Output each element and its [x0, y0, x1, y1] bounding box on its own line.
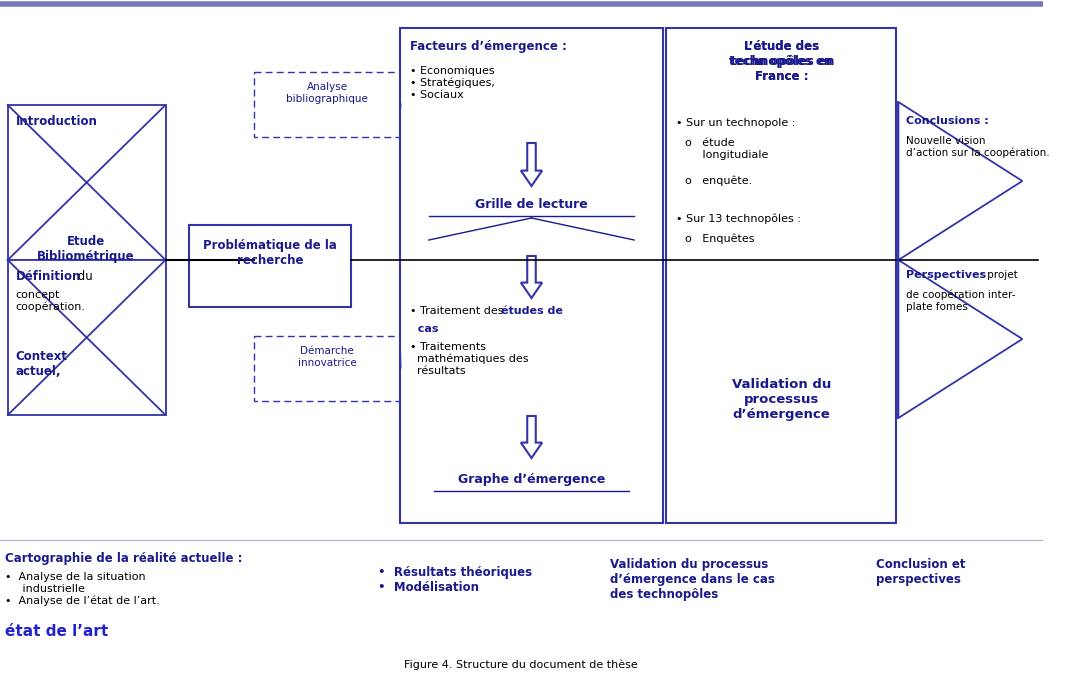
- Text: Conclusion et
perspectives: Conclusion et perspectives: [876, 558, 966, 586]
- Polygon shape: [898, 260, 1022, 418]
- Text: Etude
Bibliométrique: Etude Bibliométrique: [38, 235, 135, 263]
- Text: Grille de lecture: Grille de lecture: [475, 198, 588, 211]
- Text: Analyse
bibliographique: Analyse bibliographique: [286, 82, 368, 104]
- Text: Perspectives: Perspectives: [906, 270, 987, 280]
- Text: o   Enquêtes: o Enquêtes: [685, 233, 755, 243]
- Text: o   étude
     longitudiale: o étude longitudiale: [685, 138, 769, 159]
- Text: Définition: Définition: [15, 270, 81, 283]
- Text: Graphe d’émergence: Graphe d’émergence: [458, 473, 605, 486]
- Text: Problématique de la
recherche: Problématique de la recherche: [204, 239, 337, 267]
- Text: • Sur un technopole :: • Sur un technopole :: [675, 118, 795, 128]
- Text: •  Résultats théoriques
•  Modélisation: • Résultats théoriques • Modélisation: [378, 566, 532, 594]
- Text: Conclusions :: Conclusions :: [906, 116, 989, 126]
- Text: Validation du processus
d’émergence dans le cas
des technopôles: Validation du processus d’émergence dans…: [610, 558, 774, 601]
- Text: Cartographie de la réalité actuelle :: Cartographie de la réalité actuelle :: [4, 552, 242, 565]
- Text: L’étude des
techn opôles en
France :: L’étude des techn opôles en France :: [728, 40, 834, 83]
- Text: Nouvelle vision
d’action sur la coopération.: Nouvelle vision d’action sur la coopérat…: [906, 136, 1050, 158]
- Text: •  Analyse de la situation
     industrielle
•  Analyse de l’état de l’art.: • Analyse de la situation industrielle •…: [4, 572, 159, 606]
- Text: Context
actuel,: Context actuel,: [15, 350, 68, 378]
- Text: cas: cas: [409, 324, 438, 334]
- Bar: [188, 225, 351, 307]
- Text: de coopération inter-
plate fomes: de coopération inter- plate fomes: [906, 290, 1016, 312]
- Polygon shape: [521, 143, 542, 186]
- Text: état de l’art: état de l’art: [4, 624, 108, 639]
- Bar: [8, 105, 166, 260]
- Text: Démarche
innovatrice: Démarche innovatrice: [298, 346, 356, 367]
- Bar: [400, 28, 663, 523]
- Text: L’étude des
technopôles en
France :: L’étude des technopôles en France :: [730, 40, 831, 83]
- Text: concept
coopération.: concept coopération.: [15, 290, 85, 312]
- Text: études de: études de: [502, 306, 563, 316]
- Polygon shape: [521, 416, 542, 458]
- Text: Validation du
processus
d’émergence: Validation du processus d’émergence: [731, 378, 831, 421]
- Bar: [666, 28, 896, 523]
- Polygon shape: [898, 102, 1022, 260]
- Bar: [254, 72, 401, 137]
- Text: • Economiques
• Stratégiques,
• Sociaux: • Economiques • Stratégiques, • Sociaux: [409, 66, 494, 100]
- Bar: [254, 336, 401, 401]
- Text: Facteurs d’émergence :: Facteurs d’émergence :: [409, 40, 567, 53]
- Bar: [8, 260, 166, 415]
- Text: Figure 4. Structure du document de thèse: Figure 4. Structure du document de thèse: [404, 660, 638, 671]
- Text: • Traitement des: • Traitement des: [409, 306, 506, 316]
- Text: Introduction: Introduction: [15, 115, 97, 128]
- Text: : projet: : projet: [977, 270, 1018, 280]
- Text: o   enquête.: o enquête.: [685, 176, 753, 186]
- Text: du: du: [73, 270, 93, 283]
- Polygon shape: [521, 256, 542, 298]
- Text: • Traitements
  mathématiques des
  résultats: • Traitements mathématiques des résultat…: [409, 342, 528, 376]
- Text: • Sur 13 technopôles :: • Sur 13 technopôles :: [675, 213, 800, 224]
